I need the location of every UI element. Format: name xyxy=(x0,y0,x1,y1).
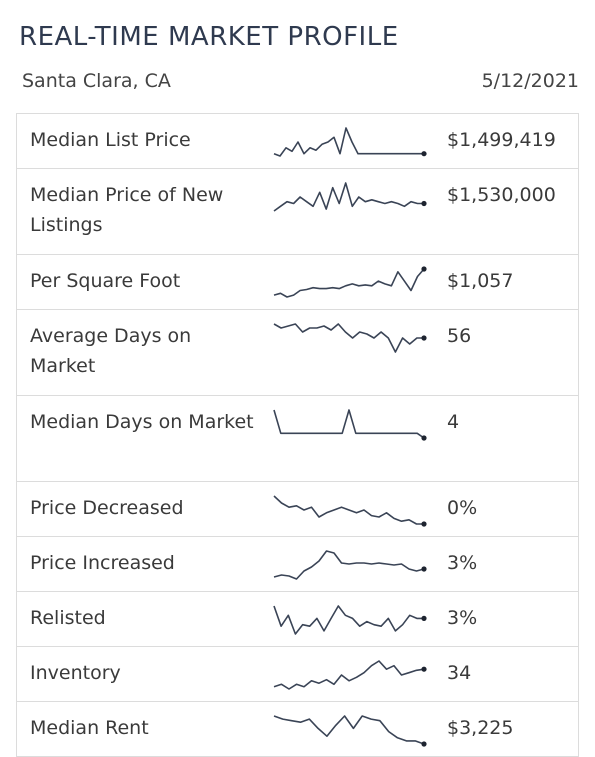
metric-label: Price Decreased xyxy=(30,497,184,519)
metric-value: $1,530,000 xyxy=(447,184,556,206)
sparkline xyxy=(273,266,427,298)
metric-row-relisted: Relisted 3% xyxy=(17,592,578,647)
sparkline-line xyxy=(273,660,425,690)
metric-value: $3,225 xyxy=(447,717,514,739)
metric-label: Average Days on Market xyxy=(30,325,192,377)
page-title: REAL-TIME MARKET PROFILE xyxy=(19,22,399,52)
sparkline-end-dot xyxy=(421,521,427,527)
metric-label: Relisted xyxy=(30,607,106,629)
sparkline xyxy=(273,605,427,635)
sparkline xyxy=(273,495,427,527)
metric-row-inventory: Inventory 34 xyxy=(17,647,578,702)
sparkline xyxy=(273,127,427,157)
sparkline-line xyxy=(273,715,425,745)
metric-row-per-square-foot: Per Square Foot $1,057 xyxy=(17,255,578,310)
metric-label: Median List Price xyxy=(30,129,191,151)
sparkline-line xyxy=(273,127,424,157)
metric-value: $1,499,419 xyxy=(447,129,556,151)
metric-row-average-days-on-market: Average Days on Market 56 xyxy=(17,310,578,396)
sparkline xyxy=(273,550,427,580)
metric-label: Median Days on Market xyxy=(30,411,254,433)
metric-row-median-days-on-market: Median Days on Market 4 xyxy=(17,396,578,482)
date-label: 5/12/2021 xyxy=(481,70,579,92)
sparkline-line xyxy=(273,550,425,580)
metric-value: 4 xyxy=(447,411,460,433)
sparkline-line xyxy=(273,605,424,635)
metric-value: 56 xyxy=(447,325,472,347)
sparkline-line xyxy=(273,495,424,525)
sparkline-end-dot xyxy=(421,615,427,621)
sparkline-end-dot xyxy=(421,435,427,441)
metric-label: Inventory xyxy=(30,662,121,684)
sparkline-end-dot xyxy=(421,666,427,672)
sparkline-end-dot xyxy=(421,266,427,272)
sparkline xyxy=(273,660,427,690)
sparkline xyxy=(273,182,427,212)
sparkline-end-dot xyxy=(421,566,427,572)
sparkline-end-dot xyxy=(421,741,427,747)
metric-row-median-price-new-listings: Median Price of New Listings $1,530,000 xyxy=(17,169,578,255)
metric-value: 3% xyxy=(447,607,478,629)
sparkline-end-dot xyxy=(421,151,427,157)
sparkline-end-dot xyxy=(421,200,427,207)
metric-row-price-decreased: Price Decreased 0% xyxy=(17,482,578,537)
metric-row-median-list-price: Median List Price $1,499,419 xyxy=(17,114,578,169)
sparkline-line xyxy=(273,409,425,439)
sparkline-line xyxy=(273,182,424,212)
sparkline xyxy=(273,323,427,353)
sparkline-line xyxy=(273,323,424,353)
metric-value: $1,057 xyxy=(447,270,514,292)
sparkline-end-dot xyxy=(421,335,427,341)
metric-value: 34 xyxy=(447,662,472,684)
metric-label: Median Price of New Listings xyxy=(30,184,224,236)
metric-value: 3% xyxy=(447,552,478,574)
metric-label: Per Square Foot xyxy=(30,270,181,292)
metric-value: 0% xyxy=(447,497,478,519)
sparkline xyxy=(273,715,427,747)
market-table: Median List Price $1,499,419 Median Pric… xyxy=(16,113,579,757)
metric-label: Price Increased xyxy=(30,552,175,574)
sparkline-line xyxy=(273,268,425,298)
metric-label: Median Rent xyxy=(30,717,149,739)
sparkline xyxy=(273,409,427,441)
metric-row-price-increased: Price Increased 3% xyxy=(17,537,578,592)
location-label: Santa Clara, CA xyxy=(22,70,171,92)
